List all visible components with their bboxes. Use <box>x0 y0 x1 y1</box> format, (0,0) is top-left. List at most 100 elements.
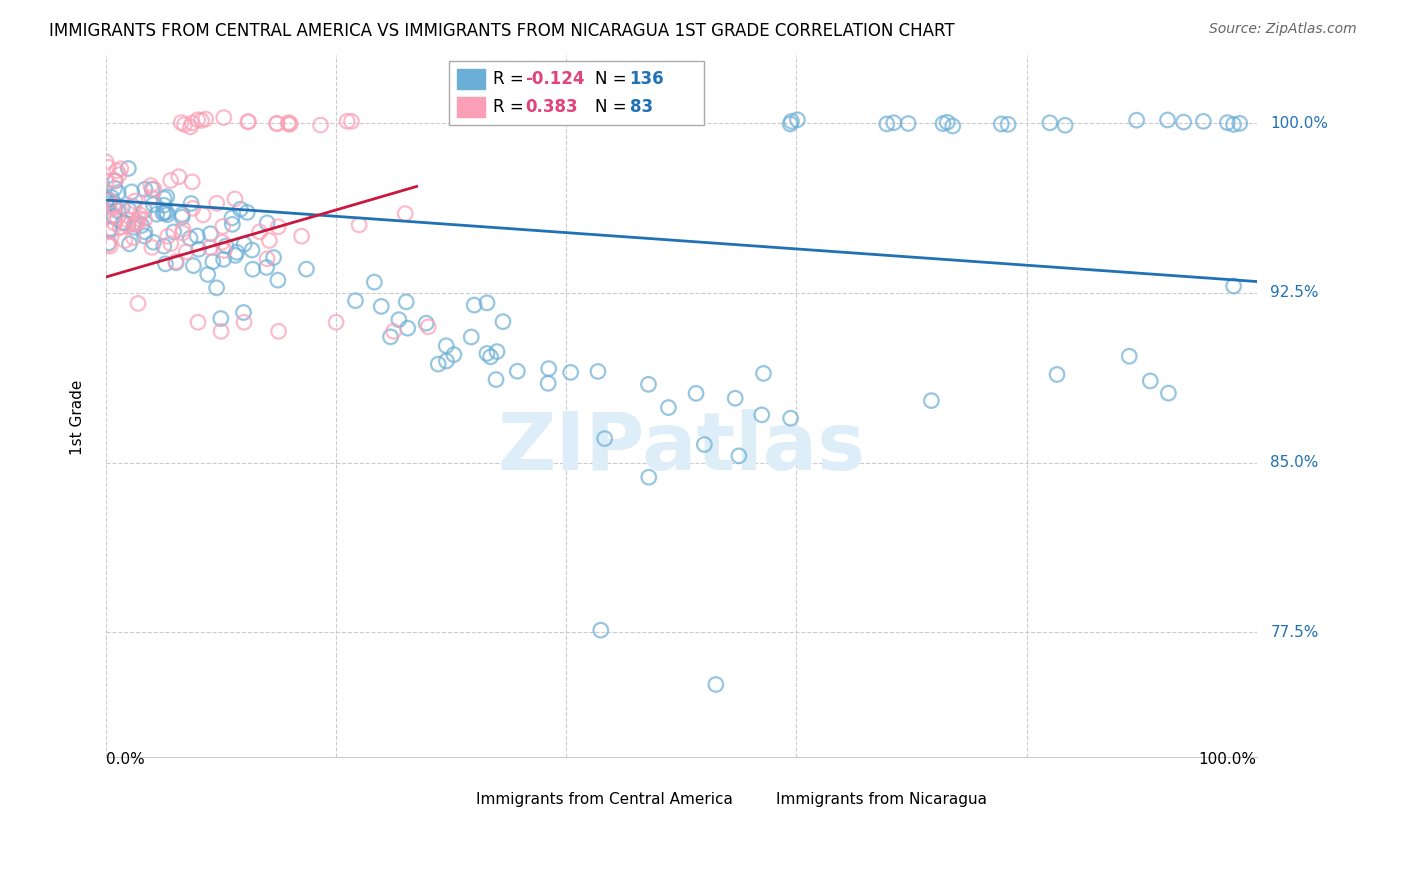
Point <box>124 194 146 208</box>
Point <box>1156 112 1178 127</box>
Point <box>224 192 246 206</box>
Point <box>200 227 222 241</box>
Point <box>589 623 612 637</box>
Point <box>779 117 801 131</box>
Point <box>165 254 187 268</box>
Point <box>103 199 125 213</box>
Point <box>172 208 194 222</box>
Point <box>205 196 228 211</box>
Bar <box>457 70 485 89</box>
Text: 77.5%: 77.5% <box>1271 625 1319 640</box>
Point <box>181 116 204 130</box>
Point <box>278 117 301 131</box>
Point <box>215 239 238 253</box>
Text: R =: R = <box>492 70 529 88</box>
Point <box>172 226 194 240</box>
Point <box>267 324 290 338</box>
Point <box>108 168 131 182</box>
Point <box>263 251 285 265</box>
Point <box>277 117 299 131</box>
Point <box>121 185 143 199</box>
Point <box>537 376 560 391</box>
Point <box>325 315 347 329</box>
Point <box>125 214 148 228</box>
Point <box>434 354 457 368</box>
Point <box>96 194 118 208</box>
Point <box>128 211 150 226</box>
Text: R =: R = <box>492 98 529 116</box>
Text: 100.0%: 100.0% <box>1271 116 1329 130</box>
Point <box>212 244 235 258</box>
Bar <box>733 789 768 810</box>
Point <box>134 203 156 218</box>
Point <box>291 229 314 244</box>
Point <box>179 231 201 245</box>
Point <box>1216 115 1239 129</box>
Point <box>117 219 139 233</box>
Point <box>479 350 502 364</box>
Point <box>170 210 193 224</box>
Point <box>96 193 118 207</box>
Point <box>212 252 235 267</box>
Point <box>212 111 235 125</box>
Point <box>388 312 411 326</box>
Point <box>259 234 281 248</box>
Point <box>155 205 177 219</box>
Point <box>142 182 165 196</box>
Point <box>256 216 278 230</box>
Point <box>506 364 529 378</box>
Point <box>98 222 121 236</box>
Point <box>363 275 385 289</box>
Point <box>443 348 465 362</box>
Point <box>156 229 179 244</box>
Text: N =: N = <box>595 70 631 88</box>
Point <box>141 182 163 196</box>
Point <box>111 200 134 214</box>
Point <box>418 319 440 334</box>
Point <box>114 234 136 248</box>
Point <box>103 216 125 230</box>
Point <box>221 217 243 231</box>
Point <box>637 470 659 484</box>
Point <box>277 116 299 130</box>
Point <box>1222 117 1244 131</box>
Point <box>309 118 332 132</box>
Point <box>242 262 264 277</box>
Point <box>997 117 1019 131</box>
Point <box>156 190 179 204</box>
Point <box>103 197 125 211</box>
Point <box>1054 118 1077 132</box>
Point <box>295 262 318 277</box>
Point <box>181 175 204 189</box>
Point <box>780 114 803 128</box>
Point <box>110 161 132 176</box>
Point <box>112 215 135 229</box>
Text: N =: N = <box>595 98 631 116</box>
Point <box>173 118 195 132</box>
Point <box>1046 368 1069 382</box>
Point <box>174 244 197 259</box>
Text: 85.0%: 85.0% <box>1271 455 1319 470</box>
Point <box>108 220 131 235</box>
Point <box>693 437 716 451</box>
Point <box>98 200 121 214</box>
Point <box>156 208 179 222</box>
Point <box>104 174 127 188</box>
Point <box>201 254 224 268</box>
Point <box>224 248 246 262</box>
Point <box>779 411 801 425</box>
Point <box>1222 279 1244 293</box>
Point <box>1039 116 1062 130</box>
Point <box>211 219 233 234</box>
Point <box>145 207 167 221</box>
Text: Source: ZipAtlas.com: Source: ZipAtlas.com <box>1209 22 1357 37</box>
Point <box>537 361 560 376</box>
Point <box>1118 349 1140 363</box>
Point <box>124 217 146 231</box>
Point <box>256 260 278 275</box>
Text: ZIPatlas: ZIPatlas <box>498 409 866 487</box>
Point <box>165 256 187 270</box>
Point <box>107 203 129 218</box>
Point <box>97 237 120 252</box>
Point <box>340 114 363 128</box>
